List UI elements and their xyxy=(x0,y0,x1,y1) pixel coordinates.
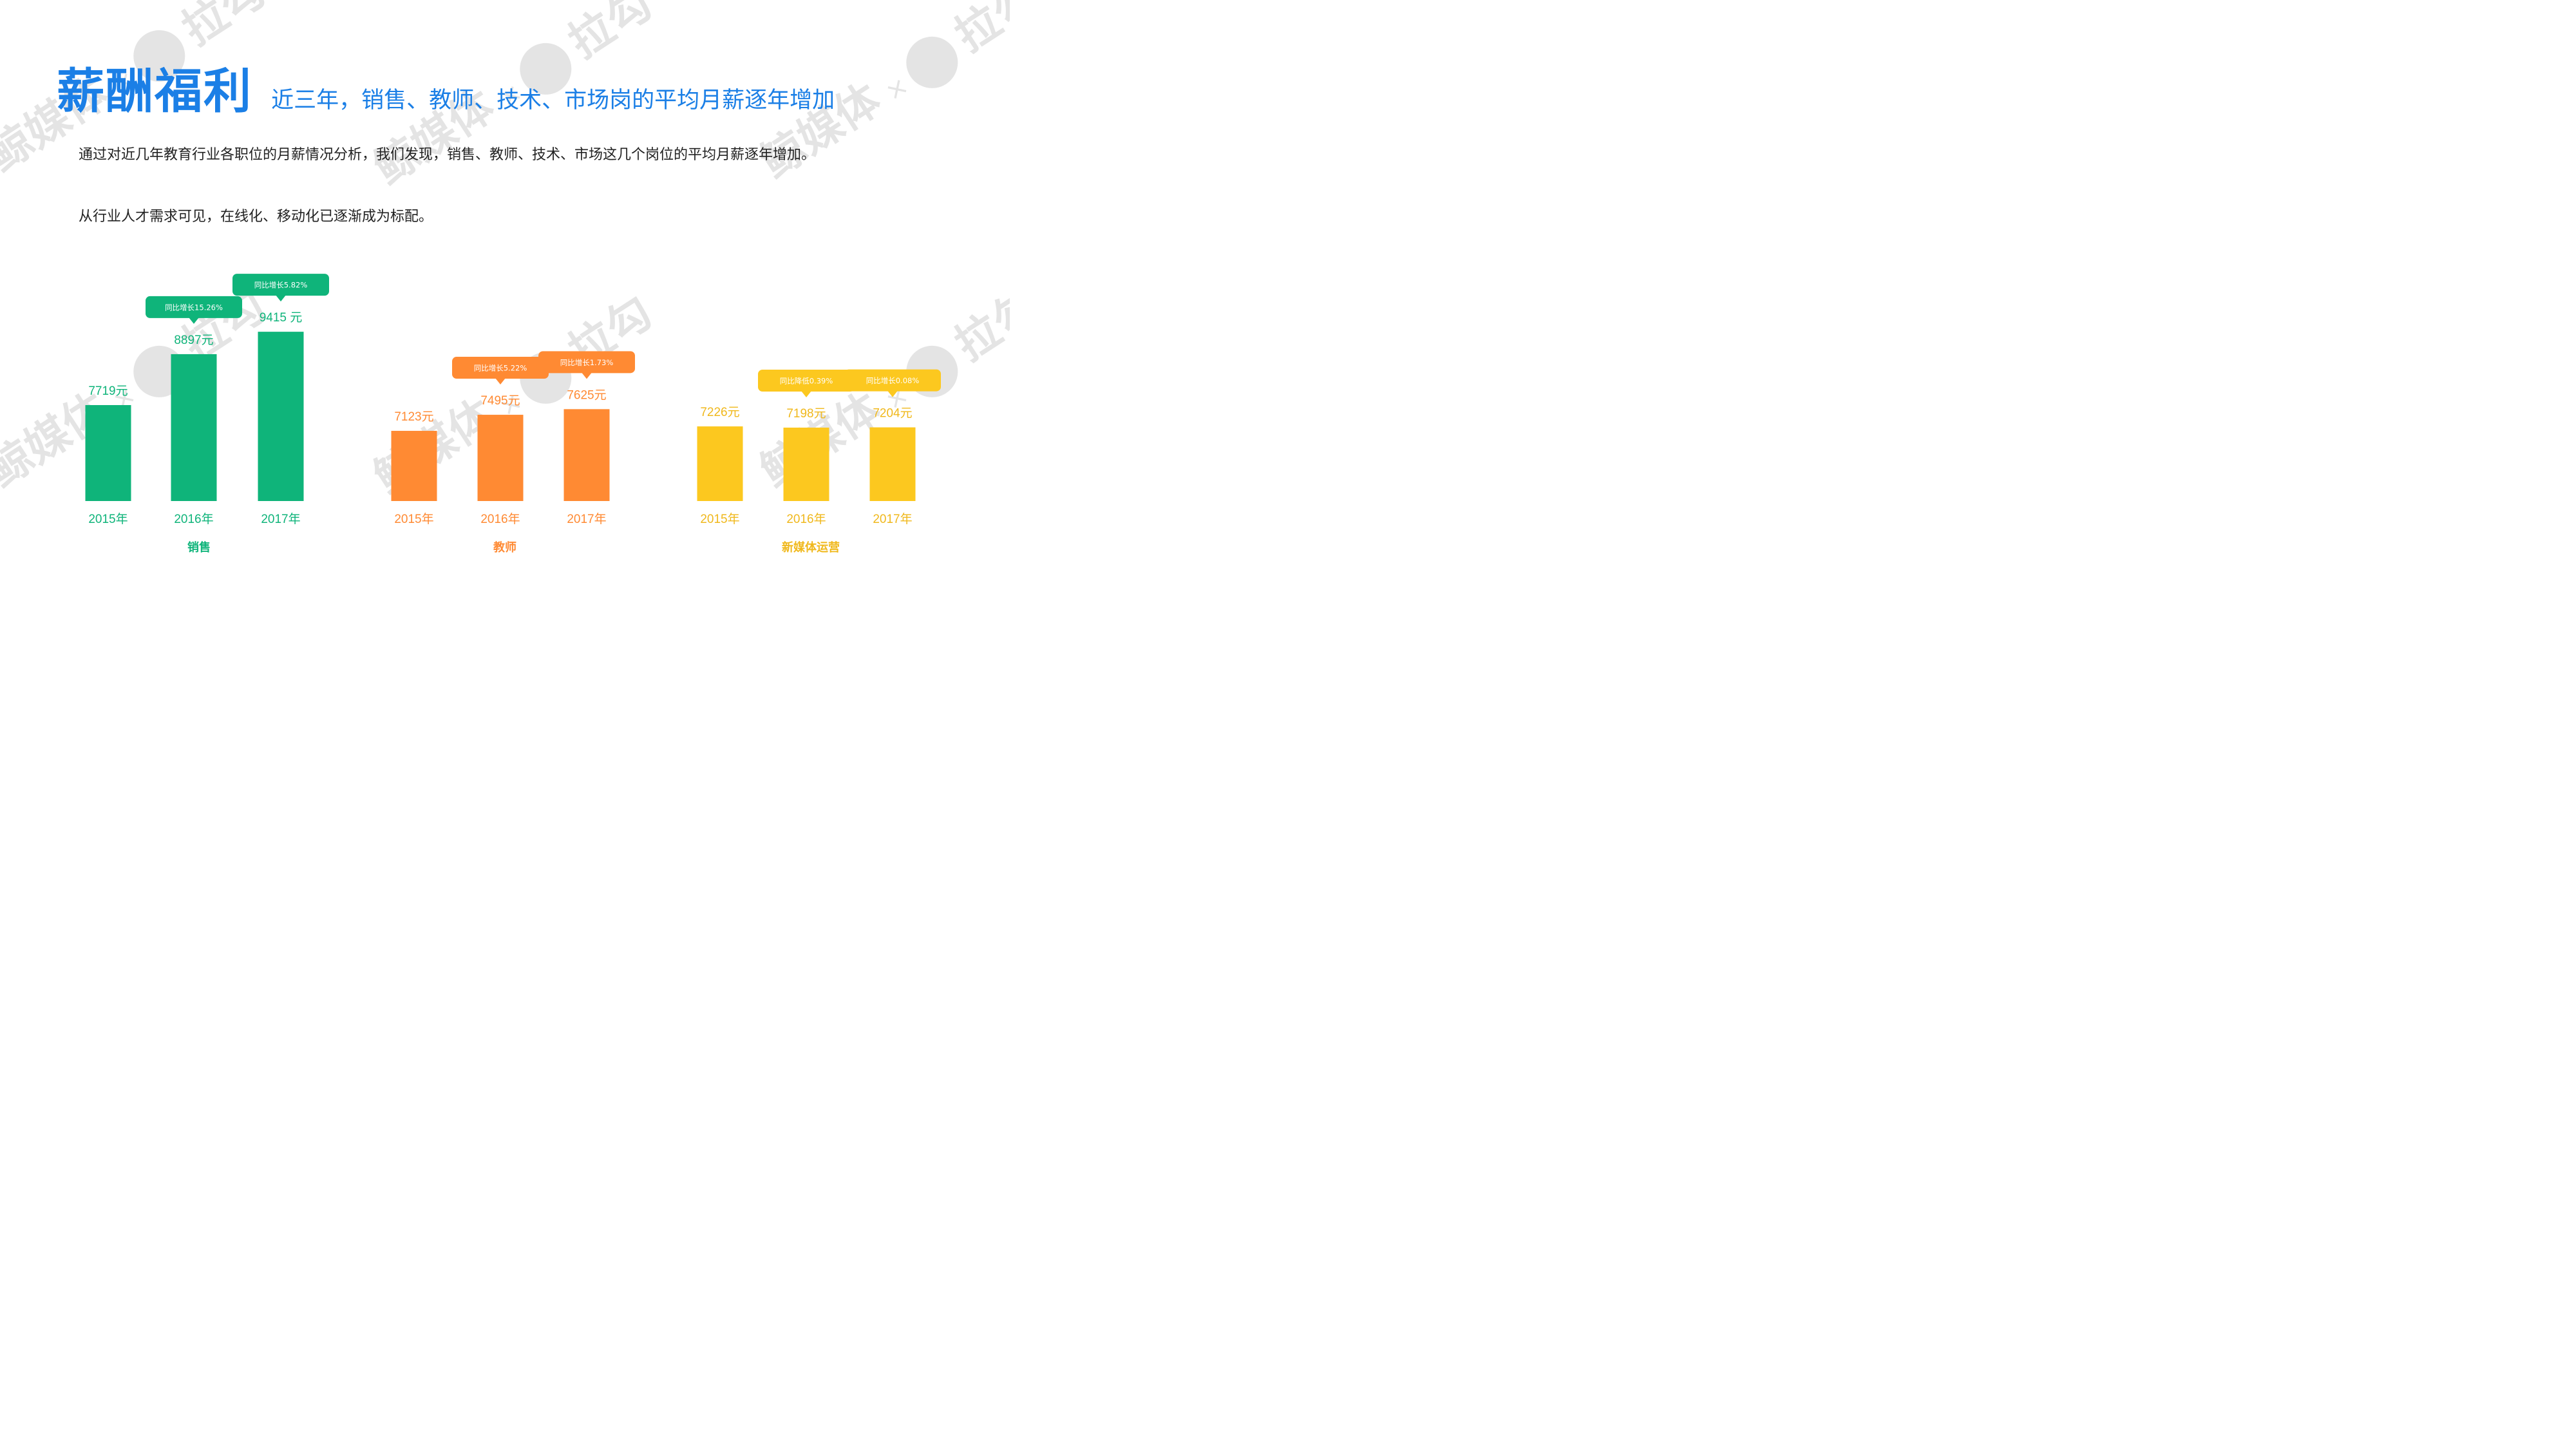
callout-text: 同比降低0.39% xyxy=(780,376,833,385)
x-tick-label: 2017年 xyxy=(261,512,300,526)
chart-group-3: 7226元 2015年 7198元 2016年 同比降低0.39% 7204元 2017年 同… xyxy=(697,369,941,554)
callout-badge: 同比增长1.73% xyxy=(538,351,635,379)
bar xyxy=(869,427,916,501)
x-tick-label: 2015年 xyxy=(88,512,128,526)
page-title: 薪酬福利 xyxy=(57,64,252,119)
bar-value-label: 7495元 xyxy=(480,394,520,408)
callout-text: 同比增长1.73% xyxy=(560,358,614,367)
bar xyxy=(783,427,829,501)
x-tick-label: 2015年 xyxy=(394,512,433,526)
callout-badge: 同比增长5.22% xyxy=(452,357,549,385)
callout-background xyxy=(758,369,855,392)
bar xyxy=(697,426,743,501)
bar xyxy=(391,431,437,501)
x-tick-label: 2017年 xyxy=(567,512,606,526)
x-tick-label: 2016年 xyxy=(174,512,213,526)
bar-value-label: 8897元 xyxy=(174,334,213,347)
description-paragraph-1: 通过对近几年教育行业各职位的月薪情况分析，我们发现，销售、教师、技术、市场这几个… xyxy=(79,147,816,163)
callout-text: 同比增长15.26% xyxy=(165,303,223,312)
x-tick-label: 2017年 xyxy=(873,512,912,526)
callout-text: 同比增长0.08% xyxy=(866,376,920,385)
chart-group-2: 7123元 2015年 7495元 2016年 同比增长5.22% 7625元 2017年 同… xyxy=(391,351,635,554)
callout-pointer xyxy=(276,295,286,302)
chart-group-1: 7719元 2015年 8897元 2016年 同比增长15.26% 9415 元 2017… xyxy=(85,274,329,554)
x-tick-label: 2015年 xyxy=(700,512,739,526)
callout-badge: 同比降低0.39% xyxy=(758,369,855,397)
title-row: 薪酬福利 近三年，销售、教师、技术、市场岗的平均月薪逐年增加 xyxy=(57,53,835,122)
callout-text: 同比增长5.82% xyxy=(254,281,308,290)
group-label: 新媒体运营 xyxy=(782,540,840,554)
bar-value-label: 7198元 xyxy=(786,407,826,421)
bar xyxy=(171,354,217,501)
x-tick-label: 2016年 xyxy=(786,512,826,526)
bar xyxy=(85,405,131,501)
callout-background xyxy=(452,357,549,379)
callout-pointer xyxy=(582,372,592,379)
description-paragraph-2: 从行业人才需求可见，在线化、移动化已逐渐成为标配。 xyxy=(79,209,433,225)
callout-background xyxy=(538,351,635,374)
bar-value-label: 7226元 xyxy=(700,406,739,419)
callout-pointer xyxy=(495,378,506,385)
bar xyxy=(258,332,304,501)
callout-text: 同比增长5.22% xyxy=(474,364,527,373)
bar-value-label: 7719元 xyxy=(88,384,128,398)
callout-background xyxy=(844,369,941,392)
callout-pointer xyxy=(801,390,811,397)
callout-badge: 同比增长0.08% xyxy=(844,369,941,397)
bar xyxy=(477,415,524,501)
callout-pointer xyxy=(189,317,199,324)
page-subtitle: 近三年，销售、教师、技术、市场岗的平均月薪逐年增加 xyxy=(271,88,835,113)
bar xyxy=(564,409,610,501)
bar-value-label: 7204元 xyxy=(873,407,912,421)
callout-badge: 同比增长15.26% xyxy=(146,296,242,324)
bar-value-label: 7625元 xyxy=(567,388,606,402)
callout-background xyxy=(146,296,242,318)
bar-value-label: 9415 元 xyxy=(260,311,303,325)
group-label: 教师 xyxy=(493,540,516,554)
callout-badge: 同比增长5.82% xyxy=(232,274,329,302)
callout-background xyxy=(232,274,329,296)
callout-pointer xyxy=(887,390,898,397)
salary-bar-charts: 7719元 2015年 8897元 2016年 同比增长15.26% 9415 元 2017… xyxy=(85,274,941,554)
bar-value-label: 7123元 xyxy=(394,410,433,424)
group-label: 销售 xyxy=(187,540,211,554)
x-tick-label: 2016年 xyxy=(480,512,520,526)
